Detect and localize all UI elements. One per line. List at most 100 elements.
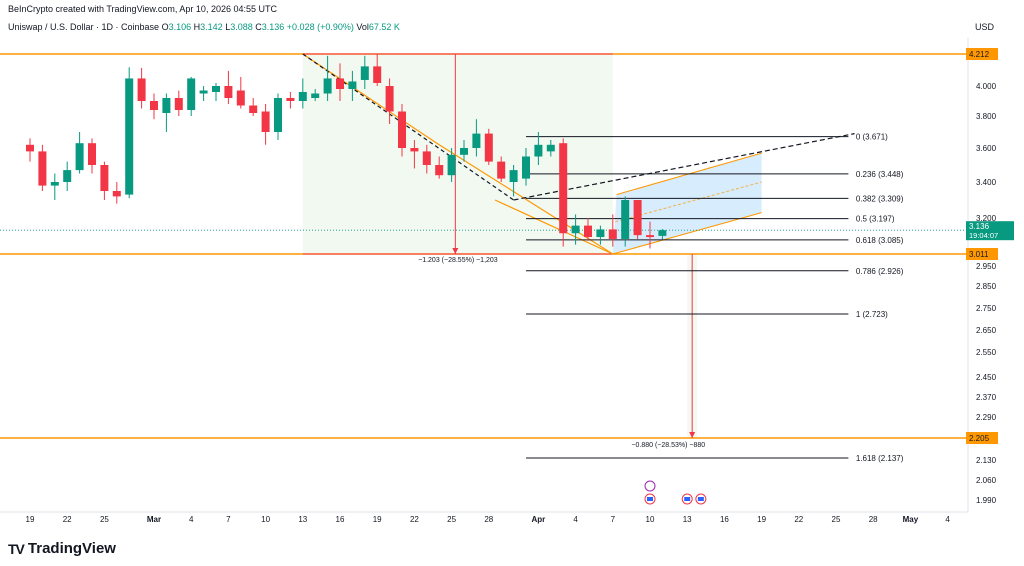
candle-body[interactable] (199, 90, 208, 94)
candle-body[interactable] (484, 133, 493, 162)
candle-body[interactable] (274, 98, 282, 132)
low-label: L (225, 22, 231, 32)
measure-arrowhead-2 (689, 432, 696, 438)
candle-body[interactable] (596, 229, 605, 238)
candle-body[interactable] (224, 86, 233, 98)
candle-body[interactable] (63, 170, 72, 182)
candle-body[interactable] (249, 105, 258, 114)
fib-level-label: 1 (2.723) (856, 310, 888, 319)
candle-body[interactable] (608, 229, 617, 239)
candle-body[interactable] (26, 144, 34, 152)
candle-body[interactable] (373, 66, 382, 83)
us-flag-event-icon-inner (647, 497, 653, 501)
price-tick-label: 3.200 (976, 214, 997, 223)
high-label: H (193, 22, 201, 32)
candle-body[interactable] (323, 78, 332, 94)
volume-value: 67.52 K (368, 22, 400, 32)
measure-label-2: −0.880 (−28.53%) −880 (631, 442, 705, 449)
time-tick-label: 13 (298, 515, 307, 524)
candle-body[interactable] (286, 98, 295, 101)
candle-body[interactable] (212, 86, 220, 92)
candle-body[interactable] (559, 143, 568, 234)
candle-body[interactable] (311, 93, 320, 99)
candle-body[interactable] (298, 92, 307, 101)
candle-body[interactable] (422, 151, 431, 165)
candle-body[interactable] (38, 151, 47, 186)
price-tick-label: 2.060 (976, 476, 997, 485)
price-tag-label: 2.205 (969, 434, 990, 443)
fib-level-label: 0.618 (3.085) (856, 236, 904, 245)
candle-body[interactable] (187, 78, 196, 110)
time-tick-label: 7 (226, 515, 231, 524)
price-tick-label: 1.990 (976, 496, 997, 505)
close-value: 3.136 (261, 22, 285, 32)
candle-body[interactable] (100, 165, 109, 191)
candle-body[interactable] (571, 225, 580, 234)
countdown-label: 19:04:07 (969, 231, 998, 240)
candle-body[interactable] (546, 144, 555, 152)
change-value: +0.028 (+0.90%) (286, 22, 354, 32)
fib-level-label: 0 (3.671) (856, 133, 888, 142)
candle-body[interactable] (398, 111, 406, 149)
candle-body[interactable] (522, 156, 530, 179)
candle-body[interactable] (261, 111, 270, 133)
candle-body[interactable] (447, 154, 456, 176)
candle-body[interactable] (633, 200, 642, 236)
candle-body[interactable] (410, 148, 419, 152)
dashed-downtrend (302, 53, 514, 201)
currency-label: USD (974, 22, 994, 32)
candle-body[interactable] (348, 81, 357, 89)
current-price-tag-label: 3.136 (969, 222, 990, 231)
price-tick-label: 3.400 (976, 178, 997, 187)
candle-body[interactable] (150, 101, 158, 110)
candle-body[interactable] (621, 200, 630, 239)
candle-body[interactable] (360, 66, 369, 80)
candle-body[interactable] (646, 235, 654, 238)
candle-body[interactable] (460, 148, 468, 155)
candle-body[interactable] (137, 78, 146, 101)
lightning-event-icon[interactable] (644, 480, 656, 492)
fib-level-label: 0.236 (3.448) (856, 170, 904, 179)
time-tick-label: 19 (757, 515, 766, 524)
time-tick-label: 16 (720, 515, 729, 524)
candle-body[interactable] (472, 133, 481, 148)
fib-level-label: 0.5 (3.197) (856, 215, 895, 224)
candle-body[interactable] (385, 86, 394, 112)
measure-arrowhead-1 (452, 248, 459, 254)
candle-body[interactable] (162, 98, 171, 113)
time-tick-label: 19 (26, 515, 35, 524)
candle-body[interactable] (584, 225, 592, 238)
candle-body[interactable] (336, 78, 344, 89)
time-tick-label: Mar (147, 515, 161, 524)
price-tag-label: 4.212 (969, 50, 990, 59)
price-tick-label: 2.850 (976, 282, 997, 291)
wedge-upper-line-2 (438, 144, 614, 255)
close-label: C (255, 22, 262, 32)
candle-body[interactable] (75, 143, 84, 171)
time-tick-label: 28 (869, 515, 878, 524)
candle-body[interactable] (658, 230, 667, 236)
candle-body[interactable] (435, 165, 444, 176)
candle-body[interactable] (509, 170, 518, 182)
candle-body[interactable] (174, 98, 183, 110)
fib-level-label: 0.382 (3.309) (856, 194, 904, 203)
price-tick-label: 4.000 (976, 82, 997, 91)
price-tick-label: 3.600 (976, 144, 997, 153)
chart-credit: BeInCrypto created with TradingView.com,… (8, 4, 277, 14)
current-price-tag-bg (966, 221, 1014, 241)
candle-body[interactable] (534, 144, 543, 157)
symbol-name: Uniswap / U.S. Dollar · 1D · Coinbase (8, 22, 160, 32)
tradingview-brand: TV TradingView (8, 540, 116, 557)
candle-body[interactable] (236, 90, 245, 106)
time-tick-label: 13 (683, 515, 692, 524)
candle-body[interactable] (88, 143, 96, 165)
price-tick-label: 2.290 (976, 413, 997, 422)
candle-body[interactable] (125, 78, 134, 195)
time-tick-label: 28 (484, 515, 493, 524)
candle-body[interactable] (50, 182, 59, 186)
candle-body[interactable] (112, 191, 121, 197)
price-tag-bg (966, 432, 998, 444)
time-tick-label: May (903, 515, 919, 524)
candle-body[interactable] (497, 161, 506, 179)
